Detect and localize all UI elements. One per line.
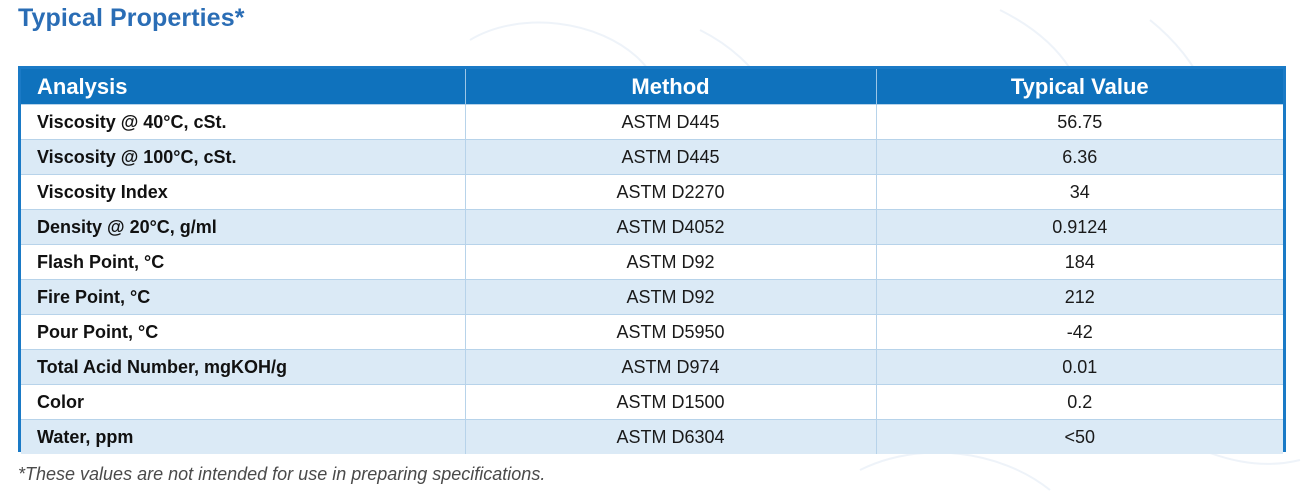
column-header-method: Method [464, 69, 876, 105]
cell-analysis: Color [21, 384, 465, 420]
cell-method: ASTM D92 [464, 244, 876, 280]
cell-value: 212 [875, 279, 1283, 315]
cell-analysis: Viscosity @ 40°C, cSt. [21, 104, 465, 140]
column-header-typical-value: Typical Value [875, 69, 1283, 105]
table-row: Color ASTM D1500 0.2 [21, 384, 1283, 420]
cell-analysis: Flash Point, °C [21, 244, 465, 280]
cell-analysis: Fire Point, °C [21, 279, 465, 315]
table-row: Total Acid Number, mgKOH/g ASTM D974 0.0… [21, 349, 1283, 385]
cell-value: <50 [875, 419, 1283, 454]
table-row: Viscosity @ 100°C, cSt. ASTM D445 6.36 [21, 139, 1283, 175]
cell-value: 0.2 [875, 384, 1283, 420]
cell-method: ASTM D445 [464, 104, 876, 140]
cell-method: ASTM D974 [464, 349, 876, 385]
column-header-analysis: Analysis [21, 69, 465, 105]
cell-value: -42 [875, 314, 1283, 350]
cell-value: 0.01 [875, 349, 1283, 385]
cell-analysis: Total Acid Number, mgKOH/g [21, 349, 465, 385]
typical-properties-table: Analysis Method Typical Value Viscosity … [18, 66, 1286, 454]
cell-value: 6.36 [875, 139, 1283, 175]
table-row: Viscosity Index ASTM D2270 34 [21, 174, 1283, 210]
cell-method: ASTM D1500 [464, 384, 876, 420]
table-row: Viscosity @ 40°C, cSt. ASTM D445 56.75 [21, 104, 1283, 140]
cell-analysis: Pour Point, °C [21, 314, 465, 350]
table-row: Fire Point, °C ASTM D92 212 [21, 279, 1283, 315]
table-row: Pour Point, °C ASTM D5950 -42 [21, 314, 1283, 350]
cell-analysis: Density @ 20°C, g/ml [21, 209, 465, 245]
cell-method: ASTM D6304 [464, 419, 876, 454]
cell-value: 184 [875, 244, 1283, 280]
cell-analysis: Viscosity @ 100°C, cSt. [21, 139, 465, 175]
table-row: Water, ppm ASTM D6304 <50 [21, 419, 1283, 454]
properties-table: Analysis Method Typical Value Viscosity … [21, 69, 1283, 454]
cell-analysis: Viscosity Index [21, 174, 465, 210]
cell-analysis: Water, ppm [21, 419, 465, 454]
cell-value: 56.75 [875, 104, 1283, 140]
table-row: Density @ 20°C, g/ml ASTM D4052 0.9124 [21, 209, 1283, 245]
cell-method: ASTM D445 [464, 139, 876, 175]
cell-method: ASTM D92 [464, 279, 876, 315]
cell-value: 34 [875, 174, 1283, 210]
cell-method: ASTM D4052 [464, 209, 876, 245]
page-title: Typical Properties* [18, 4, 245, 32]
table-row: Flash Point, °C ASTM D92 184 [21, 244, 1283, 280]
cell-method: ASTM D5950 [464, 314, 876, 350]
cell-value: 0.9124 [875, 209, 1283, 245]
cell-method: ASTM D2270 [464, 174, 876, 210]
footnote: *These values are not intended for use i… [18, 464, 546, 484]
table-header-row: Analysis Method Typical Value [21, 69, 1283, 105]
